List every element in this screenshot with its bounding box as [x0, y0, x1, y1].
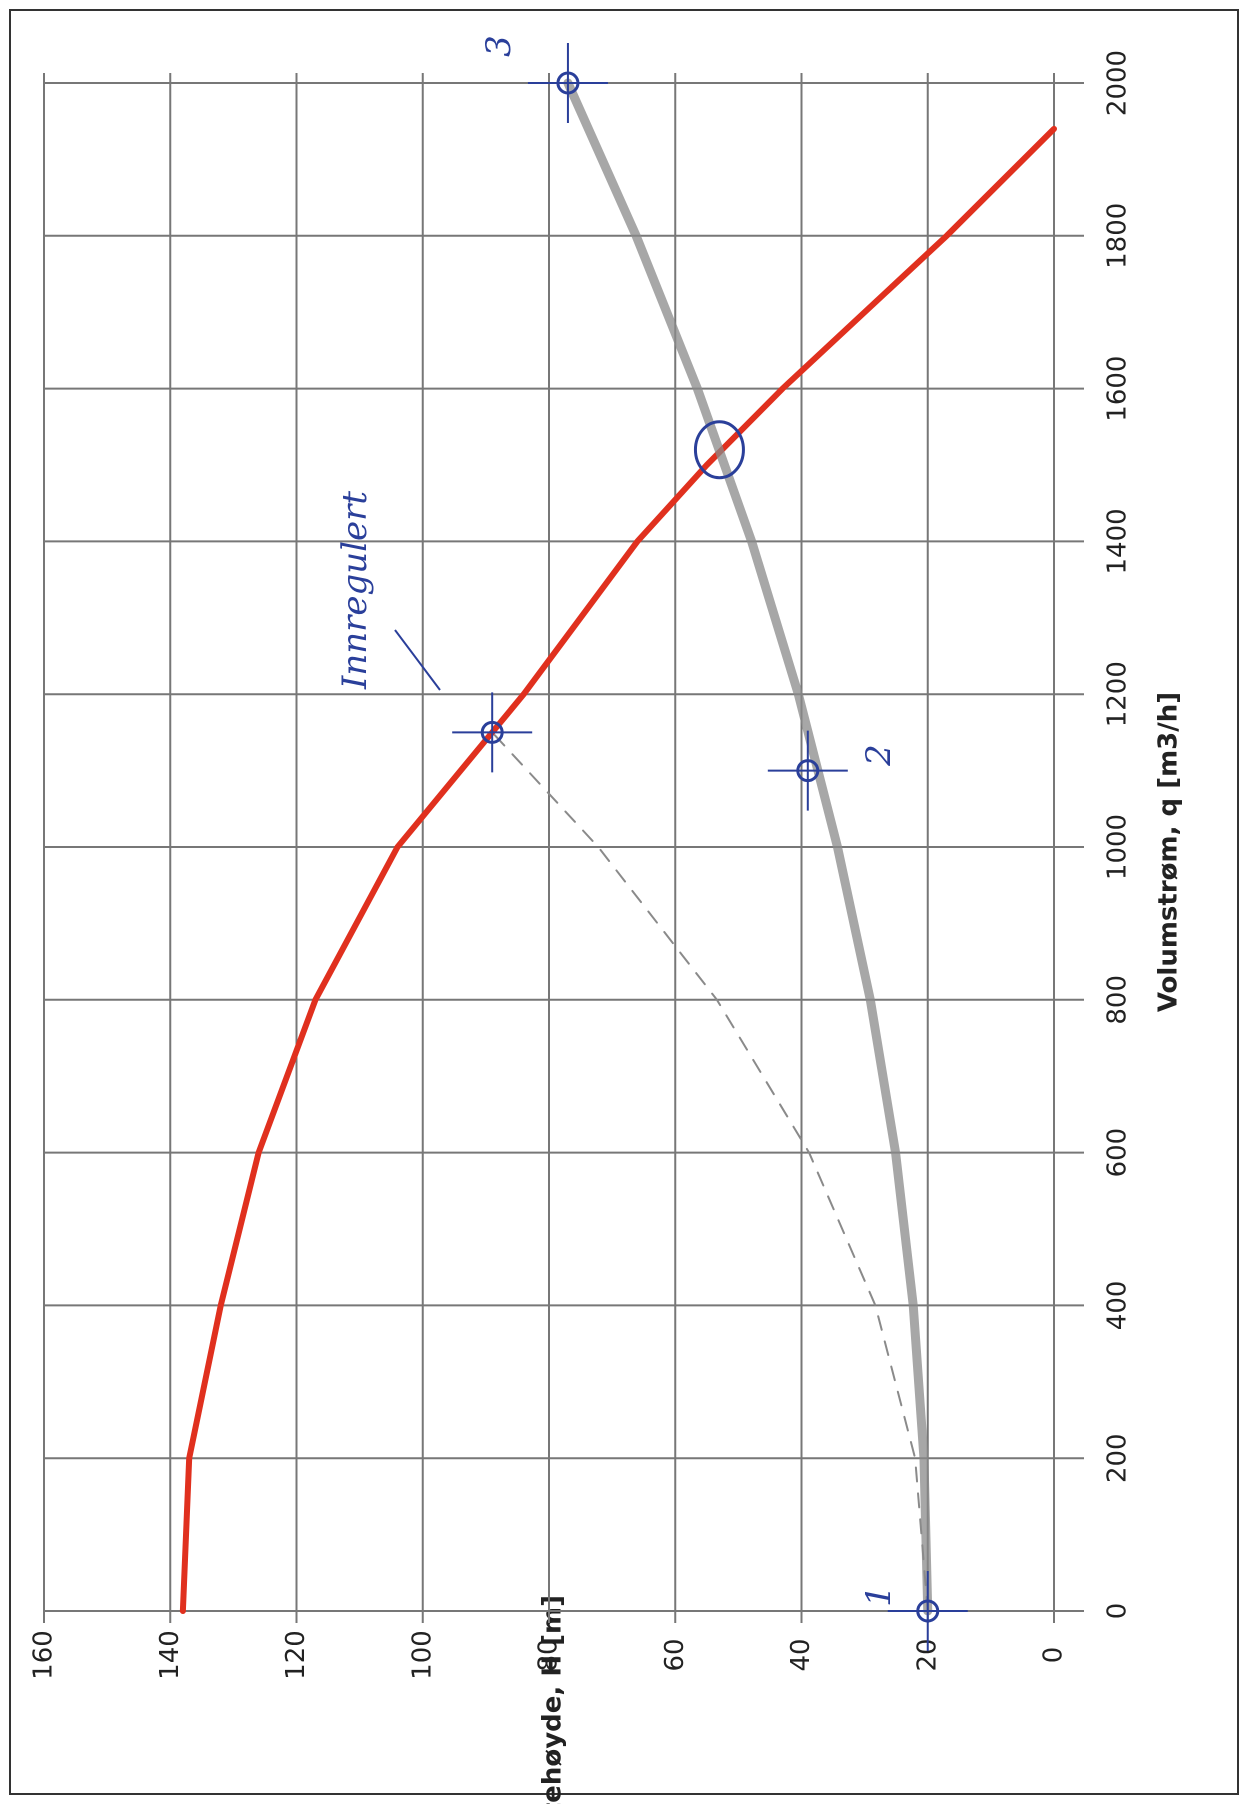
- y-tick-label: 120: [281, 1630, 311, 1680]
- y-tick-label: 140: [155, 1630, 185, 1680]
- x-tick-label: 1000: [1103, 814, 1133, 880]
- y-tick-label: 0: [1039, 1647, 1069, 1664]
- x-tick-label: 0: [1103, 1603, 1133, 1620]
- x-tick-label: 1200: [1103, 661, 1133, 727]
- annotation: 1: [859, 1585, 899, 1607]
- y-tick-label: 160: [29, 1630, 59, 1680]
- annotation: 3: [479, 35, 519, 57]
- x-tick-label: 1400: [1103, 508, 1133, 574]
- x-tick-label: 400: [1103, 1281, 1133, 1331]
- y-axis-title: Løftehøyde, H [m]: [538, 1595, 568, 1804]
- y-tick-label: 80: [534, 1638, 564, 1671]
- x-tick-label: 800: [1103, 975, 1133, 1025]
- chart: Volumstrøm, q [m3/h] Løftehøyde, H [m] 0…: [0, 0, 1250, 1804]
- y-tick-label: 60: [660, 1638, 690, 1671]
- y-tick-label: 40: [786, 1638, 816, 1671]
- annotation: 2: [859, 744, 899, 767]
- y-tick-label: 100: [407, 1630, 437, 1680]
- x-tick-label: 200: [1103, 1433, 1133, 1483]
- annotation: Innregulert: [335, 491, 375, 691]
- x-tick-label: 1800: [1103, 203, 1133, 269]
- annotation-pointer: [395, 630, 440, 690]
- x-axis-title: Volumstrøm, q [m3/h]: [1154, 692, 1184, 1012]
- x-tick-label: 1600: [1103, 356, 1133, 422]
- series-line: [492, 732, 928, 1611]
- x-tick-label: 2000: [1103, 50, 1133, 116]
- x-tick-label: 600: [1103, 1128, 1133, 1178]
